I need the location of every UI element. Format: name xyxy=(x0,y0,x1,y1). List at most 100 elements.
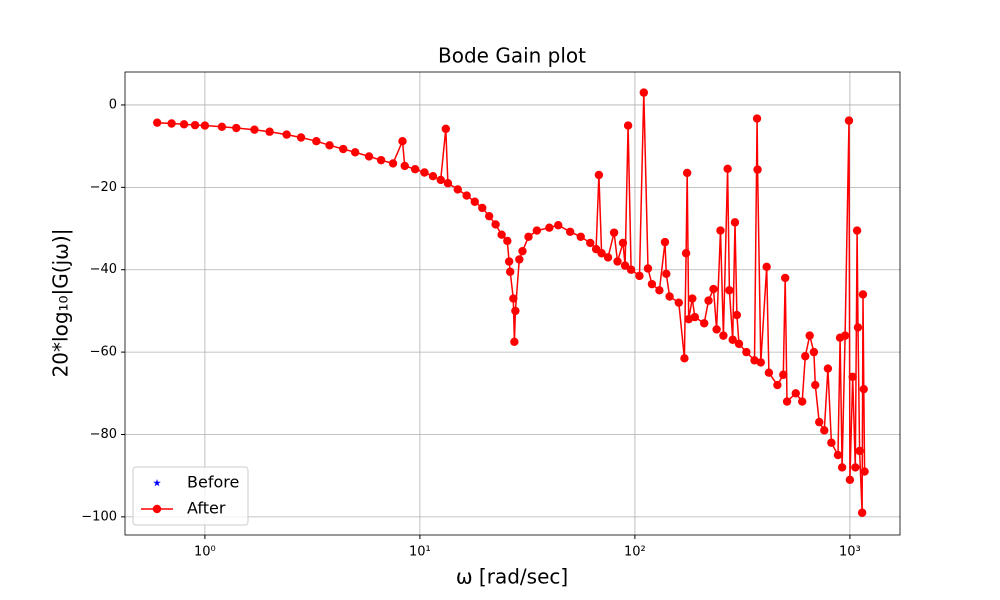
circle-marker xyxy=(510,337,519,347)
circle-marker xyxy=(674,298,683,307)
circle-marker xyxy=(704,296,713,305)
legend-marker xyxy=(153,479,161,487)
circle-marker xyxy=(503,236,512,246)
circle-marker xyxy=(350,148,360,157)
y-tick-label: −100 xyxy=(81,509,117,524)
circle-marker xyxy=(752,114,762,123)
circle-marker xyxy=(613,257,622,266)
circle-marker xyxy=(857,508,867,517)
circle-marker xyxy=(837,463,847,472)
circle-marker xyxy=(398,137,407,146)
circle-marker xyxy=(845,475,855,485)
circle-marker xyxy=(190,120,200,130)
circle-marker xyxy=(855,446,864,456)
circle-marker xyxy=(773,380,782,390)
legend-marker xyxy=(152,504,162,514)
circle-marker xyxy=(798,397,807,406)
circle-marker xyxy=(603,253,613,262)
circle-marker xyxy=(719,331,728,340)
x-tick-label: 10⁰ xyxy=(194,545,216,560)
circle-marker xyxy=(453,185,462,194)
circle-marker xyxy=(532,226,542,235)
circle-marker xyxy=(764,368,774,377)
circle-marker xyxy=(782,397,792,406)
circle-marker xyxy=(518,246,527,256)
circle-marker xyxy=(420,168,429,177)
x-tick-label: 10¹ xyxy=(409,545,431,560)
circle-marker xyxy=(545,223,554,232)
y-tick-label: −80 xyxy=(90,427,117,442)
circle-marker xyxy=(250,125,259,134)
circle-marker xyxy=(662,269,671,279)
circle-marker xyxy=(725,286,734,295)
circle-marker xyxy=(410,165,420,174)
circle-marker xyxy=(586,238,595,248)
plot-frame xyxy=(124,71,901,536)
circle-marker xyxy=(376,155,386,165)
circle-marker xyxy=(594,170,604,180)
circle-marker xyxy=(823,364,833,373)
circle-marker xyxy=(511,306,520,316)
circle-marker xyxy=(626,265,636,274)
circle-marker xyxy=(400,161,409,171)
circle-marker xyxy=(428,172,438,181)
circle-marker xyxy=(325,141,334,150)
circle-marker xyxy=(388,159,398,168)
circle-marker xyxy=(852,226,862,235)
circle-marker xyxy=(441,124,451,134)
y-tick-label: 0 xyxy=(109,97,117,112)
circle-marker xyxy=(504,257,514,266)
series-line xyxy=(157,92,866,513)
circle-marker xyxy=(699,319,709,328)
y-tick-label: −60 xyxy=(90,345,117,360)
grid xyxy=(125,72,900,535)
circle-marker xyxy=(780,273,790,283)
circle-marker xyxy=(742,347,751,357)
y-tick-label: −40 xyxy=(90,262,117,277)
circle-marker xyxy=(728,335,737,344)
circle-marker xyxy=(152,118,162,127)
circle-marker xyxy=(470,197,479,206)
circle-marker xyxy=(554,221,563,230)
circle-marker xyxy=(443,179,453,188)
circle-marker xyxy=(805,331,814,340)
circle-marker xyxy=(660,237,670,247)
circle-marker xyxy=(179,120,189,129)
circle-marker xyxy=(779,370,788,379)
circle-marker xyxy=(509,294,518,303)
circle-marker xyxy=(609,228,619,237)
circle-marker xyxy=(565,227,575,237)
circle-marker xyxy=(827,438,836,447)
x-axis-label: ω [rad/sec] xyxy=(456,565,568,589)
circle-marker xyxy=(851,463,860,472)
circle-marker xyxy=(680,354,689,363)
circle-marker xyxy=(620,261,630,270)
circle-marker xyxy=(436,175,445,185)
circle-marker xyxy=(723,164,732,174)
circle-marker xyxy=(618,238,628,248)
circle-marker xyxy=(853,323,863,332)
circle-marker xyxy=(801,352,810,361)
circle-marker xyxy=(623,121,633,130)
circle-marker xyxy=(730,218,740,227)
circle-marker xyxy=(462,191,471,200)
y-tick-label: −20 xyxy=(90,180,117,195)
circle-marker xyxy=(282,130,291,139)
circle-marker xyxy=(312,137,321,146)
circle-marker xyxy=(364,152,374,161)
circle-marker xyxy=(716,226,725,235)
circle-marker xyxy=(756,358,765,367)
circle-marker xyxy=(655,286,664,295)
circle-marker xyxy=(791,389,800,398)
circle-marker xyxy=(681,249,691,258)
circle-marker xyxy=(859,384,868,394)
circle-marker xyxy=(665,292,674,301)
circle-marker xyxy=(682,168,692,178)
circle-marker xyxy=(597,249,606,258)
circle-marker xyxy=(515,255,524,264)
circle-marker xyxy=(200,121,210,130)
circle-marker xyxy=(635,271,644,281)
circle-marker xyxy=(734,339,744,349)
